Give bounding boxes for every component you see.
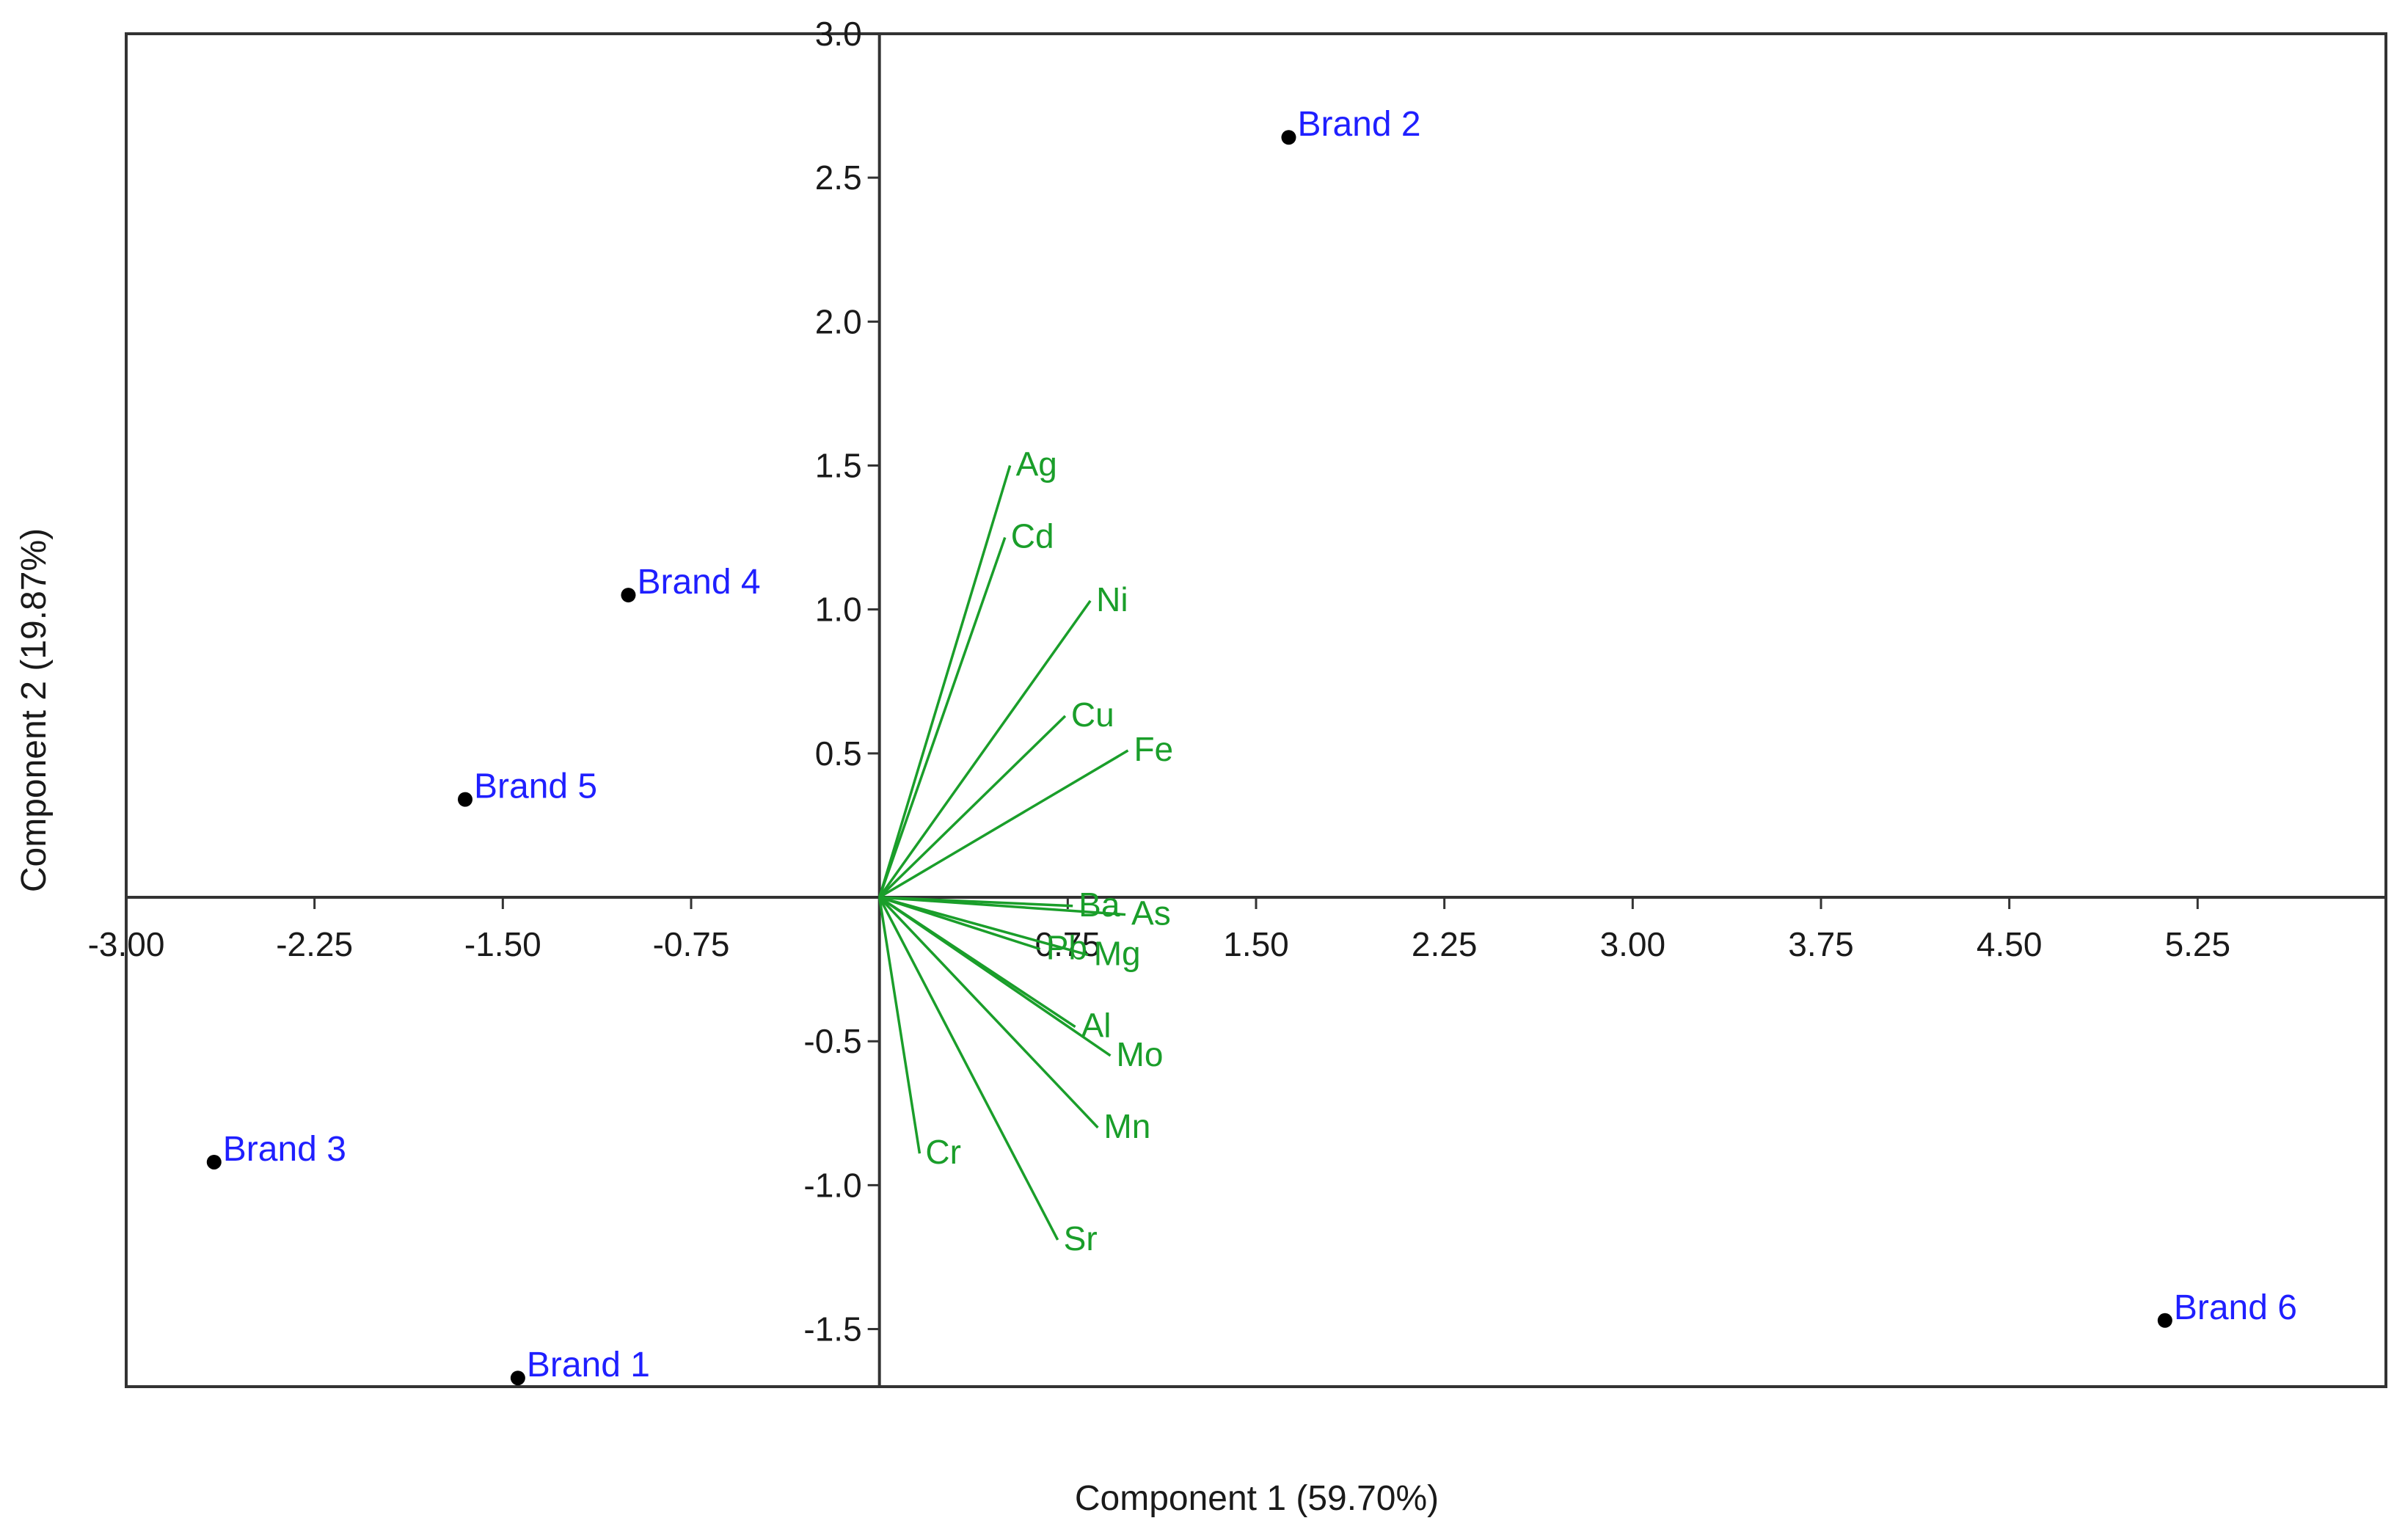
- y-tick-label: 2.0: [815, 302, 862, 340]
- score-point-brand-5: [458, 792, 472, 807]
- axes: [126, 34, 2386, 1387]
- score-label-brand-6: Brand 6: [2174, 1288, 2297, 1327]
- score-label-brand-5: Brand 5: [474, 767, 597, 806]
- y-tick-label: 1.0: [815, 591, 862, 629]
- score-points: Brand 1 Brand 2 Brand 3 Brand 4 Brand 5 Brand…: [206, 105, 2297, 1386]
- plot-frame: [125, 32, 2387, 1388]
- loading-vector-mo: [878, 896, 1112, 1057]
- loading-vector-as: [879, 896, 1126, 916]
- x-tick-label: 3.00: [1600, 925, 1666, 963]
- score-point-brand-6: [2157, 1313, 2172, 1328]
- loading-label-as: As: [1131, 894, 1171, 933]
- y-axis-title: Component 2 (19.87%): [15, 528, 54, 892]
- x-tick-label: 4.50: [1977, 925, 2043, 963]
- score-point-brand-1: [510, 1371, 525, 1386]
- x-tick-label: -1.50: [464, 925, 541, 963]
- y-tick-label: 2.5: [815, 158, 862, 197]
- x-tick-label: -0.75: [653, 925, 730, 963]
- loading-vector-ag: [877, 465, 1012, 898]
- y-tick-label: -1.5: [803, 1310, 861, 1349]
- loading-vector-mg: [879, 896, 1089, 957]
- loading-vector-mn: [878, 896, 1099, 1129]
- loading-vector-cu: [878, 715, 1067, 899]
- loading-vector-cd: [878, 537, 1007, 898]
- x-tick-label: -2.25: [276, 925, 353, 963]
- score-point-brand-2: [1281, 130, 1296, 145]
- x-tick-label: 1.50: [1223, 925, 1289, 963]
- score-label-brand-4: Brand 4: [637, 563, 760, 602]
- loading-label-fe: Fe: [1134, 730, 1173, 768]
- loading-vector-ni: [878, 599, 1092, 899]
- y-tick-label: -0.5: [803, 1022, 861, 1060]
- y-axis-ticks: -1.5 -1.0 -0.5 0.5 1.0 1.5 2.0 2.5 3.0: [803, 15, 880, 1349]
- score-point-brand-3: [206, 1154, 222, 1169]
- loading-vector-cr: [877, 897, 922, 1154]
- score-point-brand-4: [621, 588, 636, 603]
- score-label-brand-3: Brand 3: [223, 1130, 346, 1169]
- y-tick-label: 0.5: [815, 734, 862, 773]
- x-axis-title: Component 1 (59.70%): [1075, 1479, 1439, 1518]
- y-tick-label: 1.5: [815, 447, 862, 485]
- loading-label-sr: Sr: [1064, 1219, 1098, 1258]
- loading-label-mo: Mo: [1117, 1035, 1164, 1073]
- loading-label-mg: Mg: [1094, 934, 1141, 972]
- x-tick-label: 2.25: [1412, 925, 1478, 963]
- x-tick-label: -3.00: [88, 925, 165, 963]
- loading-label-ag: Ag: [1016, 445, 1057, 483]
- loading-vector-fe: [878, 749, 1129, 899]
- loading-label-pb: Pb: [1046, 929, 1087, 967]
- loading-label-mn: Mn: [1103, 1107, 1150, 1145]
- x-tick-label: 3.75: [1788, 925, 1854, 963]
- x-tick-label: 5.25: [2165, 925, 2231, 963]
- score-label-brand-2: Brand 2: [1297, 105, 1420, 144]
- loading-label-cd: Cd: [1011, 517, 1054, 555]
- loading-label-ni: Ni: [1096, 580, 1128, 618]
- x-axis-ticks: -3.00 -2.25 -1.50 -0.75 0.75 1.50 2.25 3.00 3.75…: [88, 897, 2231, 963]
- loading-vector-sr: [878, 897, 1059, 1241]
- score-label-brand-1: Brand 1: [527, 1346, 650, 1384]
- y-tick-label: -1.0: [803, 1166, 861, 1204]
- loading-label-ba: Ba: [1079, 886, 1120, 924]
- y-tick-label: 3.0: [815, 15, 862, 53]
- loading-label-cu: Cu: [1071, 696, 1114, 734]
- loading-label-cr: Cr: [925, 1133, 961, 1171]
